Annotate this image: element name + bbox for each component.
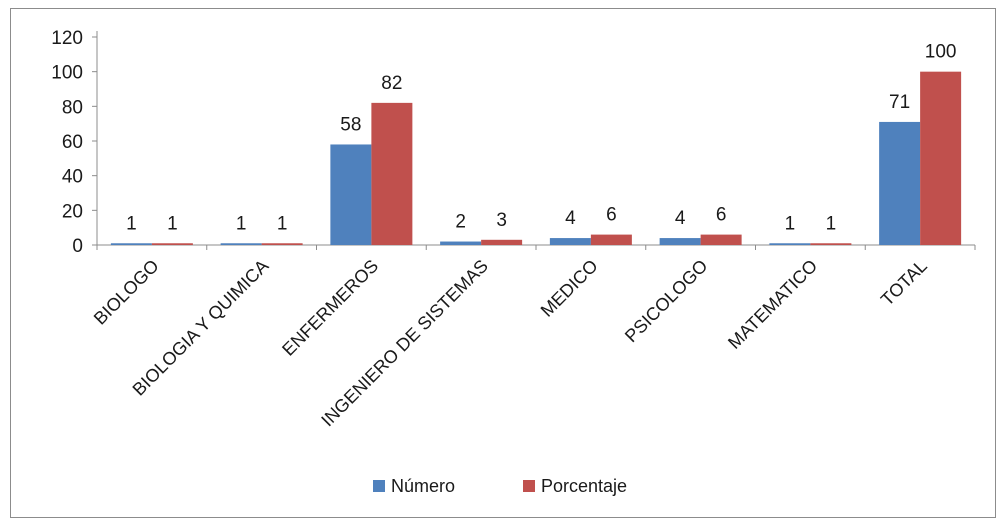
bar-porcentaje: [151, 243, 193, 245]
data-label: 71: [889, 92, 910, 113]
bar-numero: [440, 241, 482, 245]
x-category-label: BIOLOGO: [90, 256, 163, 329]
data-label: 1: [826, 213, 837, 234]
x-category-label: MEDICO: [537, 256, 602, 321]
data-label: 6: [606, 205, 617, 226]
bar-numero: [110, 243, 152, 245]
data-label: 1: [126, 213, 137, 234]
data-label: 58: [340, 114, 361, 135]
legend-swatch: [523, 480, 535, 492]
legend-item-porcentaje: Porcentaje: [523, 476, 627, 496]
y-tick-label: 120: [51, 28, 83, 49]
data-label: 1: [785, 213, 796, 234]
data-label: 6: [716, 205, 727, 226]
bar-numero: [549, 238, 591, 245]
legend-label: Porcentaje: [541, 476, 627, 496]
bar-porcentaje: [810, 243, 852, 245]
y-tick-label: 60: [62, 132, 83, 153]
legend-item-numero: Número: [373, 476, 455, 496]
x-category-label: MATEMATICO: [724, 256, 821, 353]
bar-numero: [659, 238, 701, 245]
y-tick-label: 0: [72, 236, 83, 257]
bar-porcentaje: [261, 243, 303, 245]
x-category-label: TOTAL: [877, 256, 931, 310]
y-tick-label: 80: [62, 97, 83, 118]
x-category-label: PSICOLOGO: [621, 256, 712, 347]
data-label: 1: [277, 213, 288, 234]
data-label: 2: [455, 212, 466, 233]
bar-porcentaje: [371, 102, 413, 245]
bar-numero: [879, 121, 921, 245]
legend-label: Número: [391, 476, 455, 496]
data-label: 82: [381, 73, 402, 94]
data-label: 1: [167, 213, 178, 234]
data-label: 4: [675, 208, 686, 229]
data-label: 3: [496, 210, 507, 231]
bar-numero: [769, 243, 811, 245]
bar-porcentaje: [590, 234, 632, 245]
data-label: 100: [925, 42, 957, 63]
bar-porcentaje: [920, 71, 962, 245]
x-category-label: ENFERMEROS: [278, 256, 382, 360]
data-label: 1: [236, 213, 247, 234]
bar-numero: [330, 144, 372, 245]
bar-porcentaje: [700, 234, 742, 245]
y-tick-label: 40: [62, 167, 83, 188]
bar-porcentaje: [481, 239, 523, 245]
y-tick-label: 100: [51, 63, 83, 84]
chart-frame: 0 20 40 60 80 100 120 1 1 BIOLOGO 1 1 BIOLOGIA Y QUI…: [10, 8, 996, 518]
data-label: 4: [565, 208, 576, 229]
y-tick-label: 20: [62, 201, 83, 222]
bar-numero: [220, 243, 262, 245]
legend-swatch: [373, 480, 385, 492]
